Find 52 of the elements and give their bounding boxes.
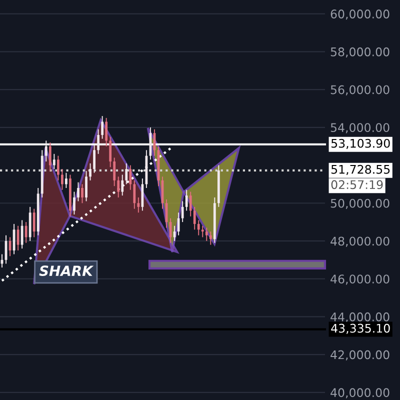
y-tick-label: 60,000.00 (330, 10, 390, 20)
candlestick (129, 164, 132, 190)
y-tick-label: 42,000.00 (330, 350, 390, 360)
y-tick-label: 46,000.00 (330, 274, 390, 285)
candlestick (193, 206, 196, 230)
candlestick (209, 231, 212, 246)
candlestick (197, 220, 200, 236)
candlestick (125, 162, 128, 185)
candlestick (16, 225, 20, 251)
candlestick (113, 157, 116, 187)
candlestick (109, 136, 112, 168)
candlestick (52, 153, 56, 170)
candlestick (77, 182, 80, 202)
candlestick (177, 212, 180, 236)
candlestick (185, 189, 188, 212)
candlestick (141, 178, 144, 212)
y-tick-label: 54,000.00 (330, 123, 390, 134)
y-tick-label: 40,000.00 (330, 388, 390, 398)
y-tick-label: 56,000.00 (330, 85, 390, 96)
candlestick (56, 155, 60, 181)
candlestick (81, 184, 84, 204)
candlestick (85, 170, 88, 202)
candlestick (93, 144, 96, 174)
candlestick (24, 222, 28, 244)
candlestick (89, 162, 92, 181)
candlestick (189, 191, 192, 217)
ref-line-label: 51,728.55 (331, 164, 390, 176)
candlestick (97, 128, 100, 154)
candlestick (105, 117, 108, 147)
candlestick (117, 176, 120, 198)
candlestick (20, 220, 24, 250)
candlestick (137, 196, 140, 214)
annotation: SHARK (39, 266, 94, 276)
candlestick (205, 227, 208, 242)
candlestick (48, 142, 52, 172)
y-tick-label: 50,000.00 (330, 198, 390, 209)
candlestick (32, 208, 36, 238)
candlestick (44, 140, 48, 162)
candlestick (60, 168, 64, 190)
candlestick (65, 172, 68, 188)
candlestick (201, 225, 204, 238)
candlestick (181, 200, 184, 223)
ref-line-label: 53,103.90 (331, 138, 390, 149)
candlestick (73, 191, 76, 215)
y-tick-label: 44,000.00 (330, 312, 390, 323)
candlestick (121, 174, 124, 196)
ref-line-label: 43,335.10 (331, 324, 390, 334)
y-tick-label: 58,000.00 (330, 47, 390, 58)
candlestick (133, 180, 136, 210)
candlestick (101, 116, 104, 140)
text: 02:57:19 (331, 180, 383, 190)
y-tick-label: 48,000.00 (330, 236, 390, 247)
